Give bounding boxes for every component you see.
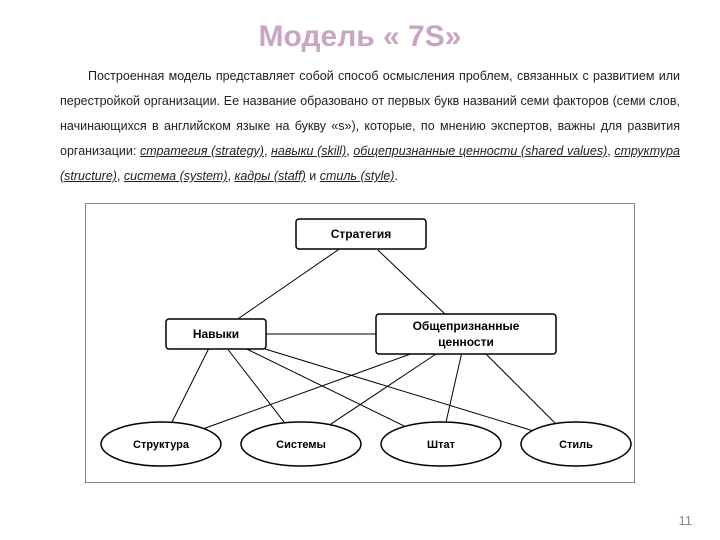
intro-paragraph: Построенная модель представляет собой сп… [0,64,720,199]
diagram-node-label: Стратегия [331,227,391,241]
diagram-edge [377,249,445,314]
diagram-node-label: Структура [133,439,190,451]
term: стратегия (strategy) [140,144,264,158]
diagram-edge [330,354,436,425]
diagram-container: Стратегия Навыки Общепризнанные ценности Стр… [0,199,720,483]
diagram-node-label: Системы [276,439,326,451]
diagram-edge [265,349,532,431]
term: система (system) [124,169,228,183]
seven-s-diagram: Стратегия Навыки Общепризнанные ценности Стр… [85,203,635,483]
diagram-edge [238,249,339,319]
diagram-node-label: Стиль [559,439,593,451]
term: навыки (skill) [271,144,346,158]
term: стиль (style) [320,169,395,183]
page-number: 11 [679,513,693,528]
intro-tail: . [394,169,397,183]
term: общепризнанные ценности (shared values) [353,144,607,158]
diagram-edge [446,354,462,422]
page-title: Модель « 7S» [0,0,720,64]
diagram-edge [486,354,556,424]
diagram-node-label: ценности [438,335,494,349]
diagram-node-label: Навыки [193,327,239,341]
diagram-edge [228,349,285,423]
diagram-node-label: Штат [427,439,456,451]
intro-terms: стратегия (strategy), навыки (skill), об… [60,144,680,183]
diagram-node-label: Общепризнанные [413,319,520,333]
diagram-edge [247,349,405,426]
term: кадры (staff) [234,169,305,183]
diagram-edge [172,349,209,422]
